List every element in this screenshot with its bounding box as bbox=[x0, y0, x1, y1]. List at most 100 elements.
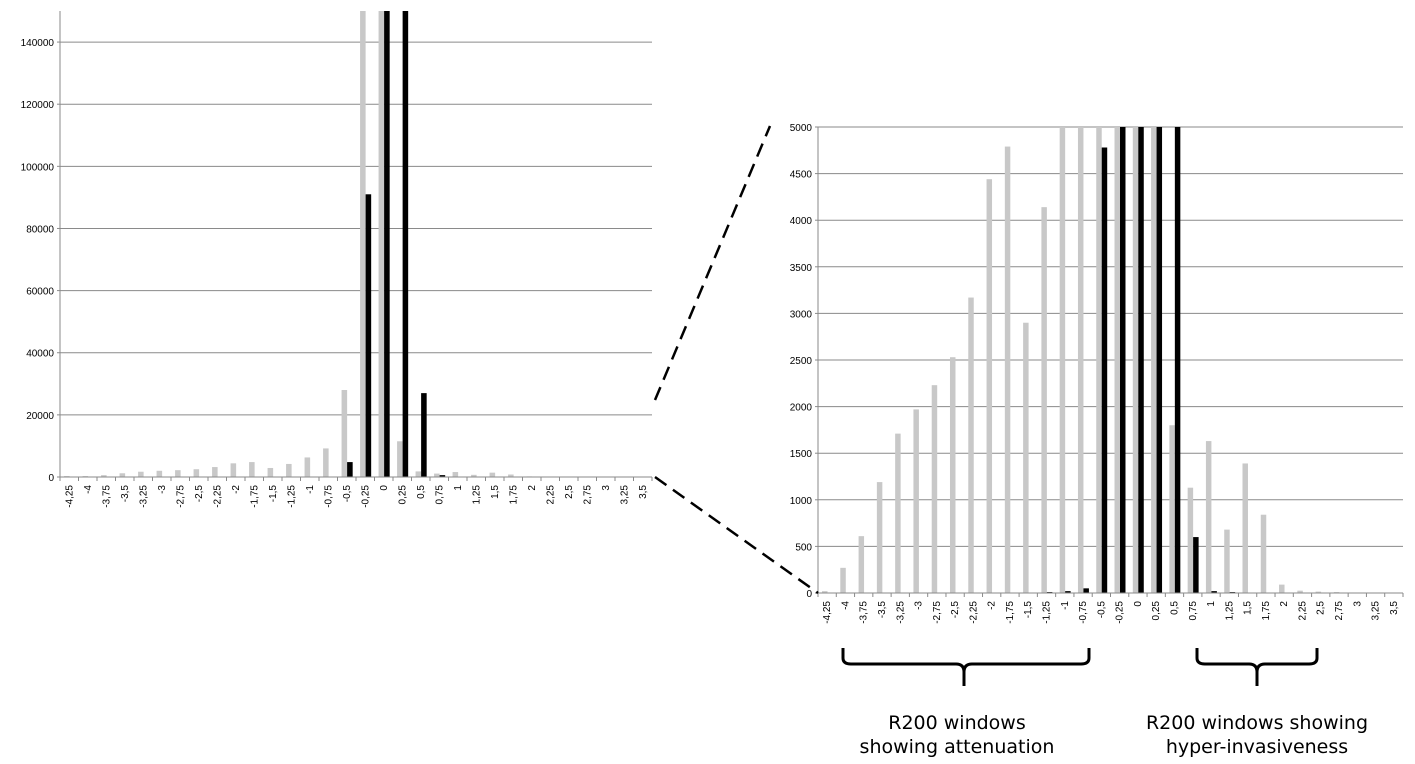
y-tick-label: 0 bbox=[806, 589, 812, 600]
x-tick-label: 1,25 bbox=[1224, 601, 1235, 621]
x-tick-label: 2 bbox=[1279, 601, 1290, 607]
x-tick-label: -2,5 bbox=[950, 601, 961, 619]
bar-series2 bbox=[384, 11, 390, 477]
x-tick-label: 2,75 bbox=[1334, 601, 1345, 621]
x-tick-label: 0,75 bbox=[434, 485, 445, 505]
annotation-hyper-line2: hyper-invasiveness bbox=[1166, 736, 1348, 758]
x-tick-label: -2 bbox=[231, 485, 242, 494]
bar-series2 bbox=[1065, 591, 1071, 593]
zoom-connector-bottom bbox=[654, 475, 819, 595]
bar-series1 bbox=[175, 470, 181, 477]
y-tick-label: 100000 bbox=[21, 162, 55, 173]
x-tick-label: -3,5 bbox=[120, 485, 131, 503]
x-tick-label: 2,25 bbox=[545, 485, 556, 505]
bar-series1 bbox=[360, 11, 366, 477]
x-tick-label: -1,75 bbox=[249, 485, 260, 508]
bar-series1 bbox=[1114, 127, 1121, 593]
bar-series1 bbox=[968, 297, 974, 593]
bar-series1 bbox=[1224, 529, 1230, 593]
bar-series2 bbox=[1193, 537, 1199, 593]
bar-series1 bbox=[138, 471, 144, 477]
bar-series1 bbox=[1279, 584, 1285, 593]
x-tick-label: 2,25 bbox=[1297, 601, 1308, 621]
x-tick-label: 1,5 bbox=[490, 485, 501, 499]
x-tick-label: 3,25 bbox=[619, 485, 630, 505]
bar-series1 bbox=[1004, 146, 1011, 593]
x-tick-label: -0,25 bbox=[360, 485, 371, 508]
y-tick-label: 0 bbox=[48, 473, 54, 484]
bar-series1 bbox=[119, 473, 126, 477]
bar-series1 bbox=[913, 409, 919, 593]
annotation-hyper-line1: R200 windows showing bbox=[1146, 712, 1368, 734]
x-tick-label: 3 bbox=[601, 485, 612, 491]
bar-series1 bbox=[397, 441, 403, 477]
y-tick-label: 500 bbox=[795, 542, 812, 553]
y-tick-label: 3500 bbox=[790, 263, 813, 274]
x-tick-label: -1,75 bbox=[1005, 601, 1016, 624]
bar-series1 bbox=[249, 462, 255, 477]
bar-series1 bbox=[193, 469, 200, 477]
bar-series1 bbox=[267, 467, 274, 477]
x-tick-label: -1,25 bbox=[286, 485, 297, 508]
bar-series2 bbox=[1174, 127, 1181, 593]
bar-series1 bbox=[822, 591, 828, 593]
y-tick-label: 5000 bbox=[790, 123, 813, 134]
x-tick-label: -1 bbox=[1060, 601, 1071, 610]
y-tick-label: 40000 bbox=[26, 349, 54, 360]
bar-series2 bbox=[1156, 127, 1163, 593]
x-tick-label: 1,25 bbox=[471, 485, 482, 505]
y-tick-label: 140000 bbox=[21, 38, 55, 49]
zoom-connector-top bbox=[653, 125, 772, 401]
y-tick-label: 20000 bbox=[26, 411, 54, 422]
bar-series1 bbox=[1132, 127, 1139, 593]
x-tick-label: -0,5 bbox=[1096, 601, 1107, 619]
bar-series1 bbox=[489, 472, 496, 477]
x-tick-label: -3,25 bbox=[895, 601, 906, 624]
histogram-zoomed: 0 500 1000 1500 2000 2500 3000 3500 4000 4500 5000… bbox=[790, 123, 1404, 624]
bar-series2 bbox=[1101, 147, 1108, 593]
x-tick-label: 2 bbox=[527, 485, 538, 491]
bar-series1 bbox=[840, 567, 846, 593]
x-tick-label: -1,25 bbox=[1042, 601, 1053, 624]
y-tick-label: 3000 bbox=[790, 309, 813, 320]
x-tick-label: -2,5 bbox=[194, 485, 205, 503]
x-tick-label: 2,5 bbox=[564, 485, 575, 499]
x-tick-label: -3,5 bbox=[877, 601, 888, 619]
y-tick-label: 2000 bbox=[790, 403, 813, 414]
x-tick-label: 1,5 bbox=[1243, 601, 1254, 615]
bar-series2 bbox=[402, 11, 409, 477]
x-tick-label: 1,75 bbox=[1261, 601, 1272, 621]
bar-series2 bbox=[1120, 127, 1126, 593]
x-tick-label: -2,75 bbox=[932, 601, 943, 624]
bar-series1 bbox=[895, 433, 901, 593]
bar-series1 bbox=[1205, 441, 1212, 593]
bar-series1 bbox=[304, 457, 311, 477]
bar-series1 bbox=[876, 482, 883, 593]
x-tick-label: 3,5 bbox=[638, 485, 649, 499]
x-tick-label: 2,5 bbox=[1316, 601, 1327, 615]
y-tick-label: 120000 bbox=[21, 100, 55, 111]
bar-series1 bbox=[1077, 127, 1084, 593]
bar-series2 bbox=[1211, 591, 1217, 593]
x-tick-label: 0 bbox=[1133, 601, 1144, 607]
x-tick-label: 0,5 bbox=[1169, 601, 1180, 615]
x-tick-label: -0,25 bbox=[1115, 601, 1126, 624]
x-tick-label: 1,75 bbox=[508, 485, 519, 505]
bar-series2 bbox=[1083, 588, 1089, 593]
histogram-full-range: 0 20000 40000 60000 80000 100000 120000 140000 -… bbox=[21, 11, 653, 508]
x-tick-label: 3,5 bbox=[1389, 601, 1400, 615]
x-tick-label: -3,25 bbox=[138, 485, 149, 508]
x-tick-label: 0,25 bbox=[1151, 601, 1162, 621]
x-tick-label: -3,75 bbox=[859, 601, 870, 624]
x-tick-label: -1,5 bbox=[268, 485, 279, 503]
x-tick-label: -4,25 bbox=[822, 601, 833, 624]
bar-series1 bbox=[415, 471, 422, 477]
bar-series1 bbox=[471, 474, 477, 477]
x-tick-label: 0,25 bbox=[397, 485, 408, 505]
y-tick-label: 2500 bbox=[790, 356, 813, 367]
bar-series1 bbox=[858, 536, 865, 593]
bar-series1 bbox=[1151, 127, 1157, 593]
y-tick-label: 80000 bbox=[26, 224, 54, 235]
bar-series1 bbox=[434, 473, 440, 477]
